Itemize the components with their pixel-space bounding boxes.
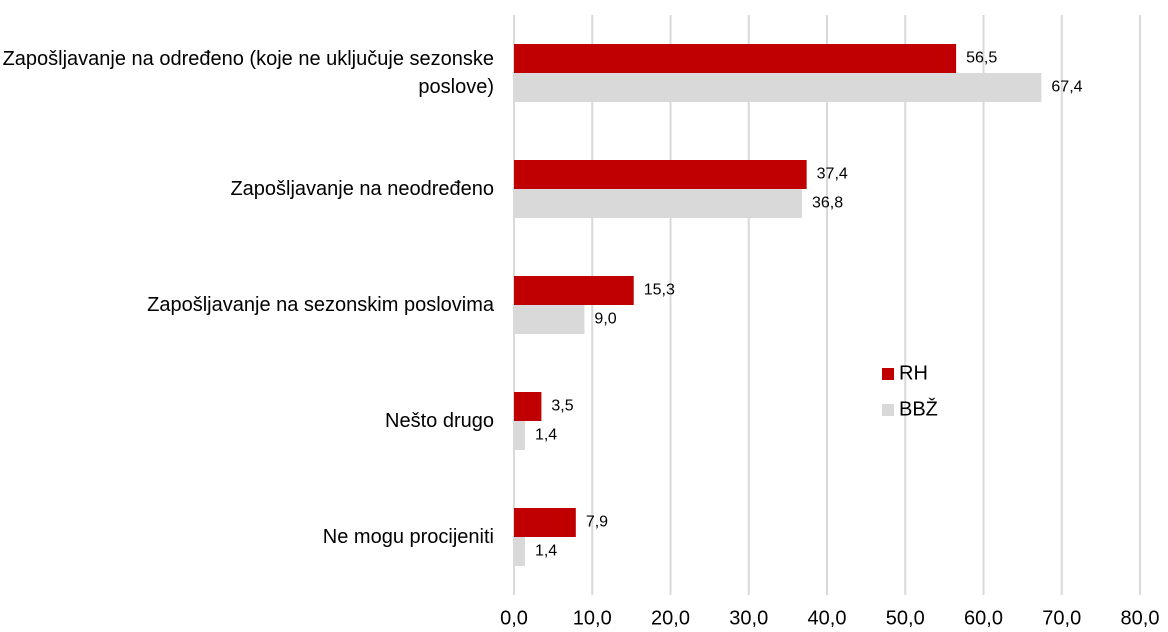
- data-label: 67,4: [1051, 79, 1082, 96]
- legend-label: BBŽ: [899, 397, 938, 420]
- bar: [514, 392, 542, 421]
- bar: [514, 160, 807, 189]
- legend-label: RH: [899, 362, 928, 384]
- x-tick-label: 20,0: [651, 607, 690, 629]
- category-label: Zapošljavanje na neodređeno: [230, 178, 494, 200]
- data-label: 9,0: [594, 311, 616, 328]
- bar: [514, 73, 1042, 102]
- x-tick-label: 60,0: [964, 607, 1003, 629]
- data-label: 36,8: [812, 195, 843, 212]
- x-tick-label: 40,0: [808, 607, 847, 629]
- bar: [514, 508, 576, 537]
- category-label: Zapošljavanje na sezonskim poslovima: [147, 294, 494, 316]
- data-label: 1,4: [535, 543, 557, 560]
- data-label: 1,4: [535, 427, 557, 444]
- category-label: Zapošljavanje na određeno (koje ne uklju…: [2, 48, 494, 98]
- bar: [514, 537, 525, 566]
- x-tick-label: 30,0: [729, 607, 768, 629]
- bar: [514, 44, 957, 73]
- bar: [514, 276, 634, 305]
- legend-swatch: [882, 404, 894, 416]
- data-label: 7,9: [586, 514, 608, 531]
- category-label: Nešto drugo: [385, 410, 494, 432]
- bar: [514, 189, 802, 218]
- data-label: 3,5: [551, 398, 573, 415]
- data-label: 15,3: [644, 282, 675, 299]
- data-label: 56,5: [966, 50, 997, 67]
- x-tick-label: 0,0: [500, 607, 528, 629]
- x-tick-label: 10,0: [573, 607, 612, 629]
- category-label: Ne mogu procijeniti: [322, 526, 494, 548]
- bar: [514, 421, 525, 450]
- legend-swatch: [882, 368, 894, 380]
- x-tick-label: 70,0: [1042, 607, 1081, 629]
- x-tick-label: 50,0: [886, 607, 925, 629]
- x-tick-label: 80,0: [1121, 607, 1160, 629]
- data-label: 37,4: [817, 166, 848, 183]
- bar: [514, 305, 585, 334]
